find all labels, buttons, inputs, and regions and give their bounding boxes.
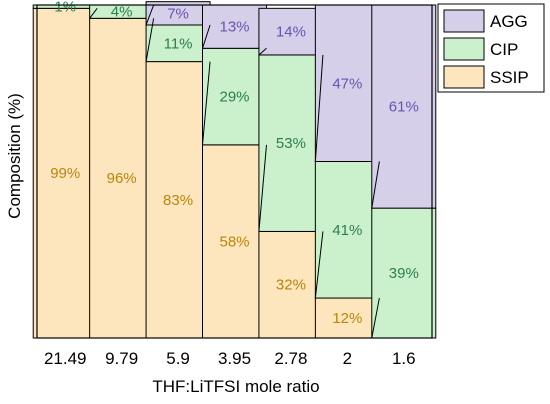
connector-line-3-0: [258, 144, 267, 232]
data-label-agg-3: 13%: [219, 19, 249, 36]
data-label-ssip-3: 58%: [219, 233, 249, 250]
connector-line-0-0: [89, 8, 98, 19]
legend-swatch-ssip: [443, 65, 485, 89]
x-tick-label-5: 2: [343, 349, 352, 368]
bar-segment-ssip-5: [314, 297, 380, 339]
bar-segment-ssip-0: [32, 7, 98, 339]
data-label-ssip-0: 99%: [50, 165, 80, 182]
bar-segment-agg-5: [314, 4, 380, 163]
x-tick-label-0: 21.49: [44, 349, 87, 368]
data-label-cip-1: 4%: [111, 4, 133, 21]
bar-segment-cip-5: [314, 161, 380, 299]
bar-segment-agg-4: [258, 7, 324, 56]
bar-segment-agg-6: [371, 4, 437, 209]
connector-line-3-1: [258, 47, 267, 56]
x-tick-label-2: 5.9: [166, 349, 190, 368]
x-tick-label-1: 9.79: [105, 349, 138, 368]
legend-label-ssip: SSIP: [490, 68, 529, 87]
x-axis-label: THF:LiTFSI mole ratio: [152, 377, 319, 396]
data-label-ssip-1: 96%: [107, 170, 137, 187]
data-label-agg-6: 61%: [389, 99, 419, 116]
connector-line-4-0: [314, 231, 324, 299]
data-label-agg-5: 47%: [332, 75, 362, 92]
bar-segment-agg-3: [202, 4, 267, 49]
connector-line-5-0: [371, 297, 380, 339]
data-label-cip-3: 29%: [219, 89, 249, 106]
data-label-cip-5: 41%: [332, 222, 362, 239]
data-label-cip-0: 1%: [54, 0, 76, 16]
bar-segment-ssip-4: [258, 230, 324, 339]
y-axis-label: Composition (%): [5, 93, 24, 219]
x-tick-labels: 21.49 9.79 5.9 3.95 2.78 2 1.6: [44, 349, 416, 368]
bar-segment-cip-3: [202, 47, 267, 146]
x-tick-label-4: 2.78: [274, 349, 307, 368]
connector-line-1-1: [145, 4, 155, 26]
bar-segment-cip-4: [258, 54, 324, 232]
legend-label-agg: AGG: [490, 12, 528, 31]
connector-line-5-1: [371, 161, 380, 209]
data-label-cip-2: 11%: [164, 35, 193, 52]
legend: AGG CIP SSIP: [437, 3, 545, 93]
axes-frame: [36, 4, 433, 339]
connector-line-1-0: [145, 18, 155, 62]
legend-swatch-agg: [443, 9, 485, 33]
plot-area: [32, 1, 437, 339]
x-tick-label-3: 3.95: [218, 349, 251, 368]
data-label-cip-6: 39%: [389, 265, 419, 282]
connector-line-2-0: [202, 61, 211, 145]
connector-line-2-1: [202, 24, 211, 49]
data-label-agg-4: 14%: [276, 24, 306, 41]
connector-line-4-1: [314, 54, 324, 162]
data-labels: 99% 1% 96% 4% 83% 11% 7% 58% 29% 13% 32% 53% 14% 12% 4…: [50, 0, 419, 327]
x-tick-label-6: 1.6: [392, 349, 416, 368]
legend-swatch-cip: [443, 37, 485, 61]
legend-label-cip: CIP: [490, 40, 518, 59]
data-label-cip-4: 53%: [276, 135, 306, 152]
data-label-ssip-4: 32%: [276, 277, 306, 294]
data-label-ssip-2: 83%: [163, 192, 193, 209]
data-label-ssip-5: 12%: [332, 310, 362, 327]
data-label-agg-2: 7%: [167, 5, 189, 22]
